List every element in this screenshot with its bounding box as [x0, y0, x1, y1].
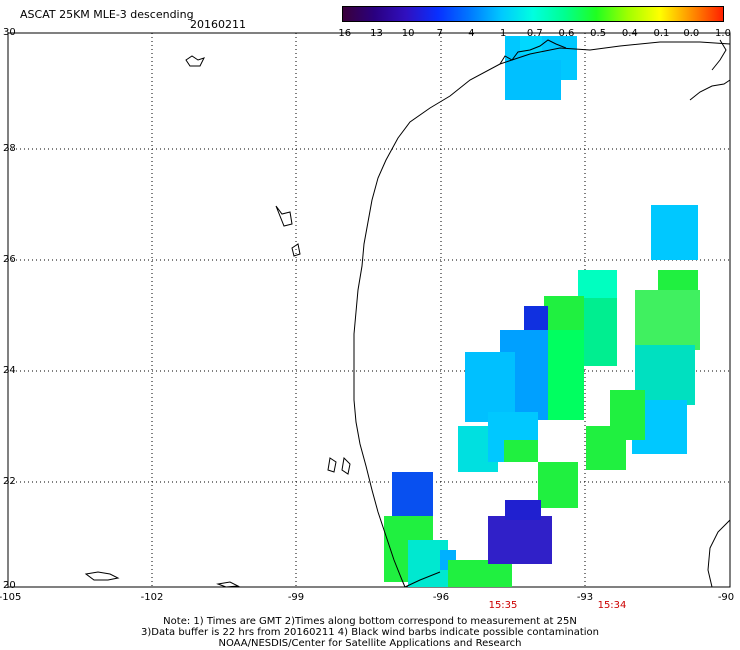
footer-note-line2: 3)Data buffer is 22 hrs from 20160211 4)…	[141, 627, 599, 638]
data-cell	[625, 390, 645, 440]
data-cell	[465, 352, 515, 422]
data-cell	[651, 205, 698, 260]
lon-label-105: -105	[0, 592, 22, 603]
lake	[291, 243, 301, 257]
lat-label-24: 24	[3, 365, 16, 376]
lat-label-22: 22	[3, 476, 16, 487]
lakes	[84, 55, 351, 588]
data-cell	[488, 516, 552, 564]
data-cell	[578, 270, 617, 298]
swath-east-top	[651, 205, 698, 260]
colorbar-gradient	[343, 7, 723, 21]
lat-label-20: 20	[3, 580, 16, 591]
swath-main	[458, 270, 640, 508]
footer-note-line3: NOAA/NESDIS/Center for Satellite Applica…	[218, 638, 522, 649]
data-cell	[520, 36, 542, 54]
lat-label-30: 30	[3, 27, 16, 38]
gulf-coast	[353, 41, 731, 588]
data-cell	[392, 472, 433, 516]
lake	[327, 457, 337, 473]
delta-coast	[711, 39, 727, 71]
swath-south	[384, 472, 552, 587]
lake	[185, 55, 205, 67]
lon-label-99: -99	[287, 592, 305, 603]
lon-label-93: -93	[576, 592, 594, 603]
coast-detail	[499, 39, 567, 65]
data-cell	[448, 560, 512, 587]
colorbar	[342, 6, 724, 22]
product-title: ASCAT 25KM MLE-3 descending	[20, 8, 194, 21]
data-cell	[504, 440, 538, 462]
lat-label-26: 26	[3, 254, 16, 265]
data-cell	[635, 290, 700, 350]
lat-label-28: 28	[3, 143, 16, 154]
time-label-east: 15:34	[597, 600, 627, 611]
product-date: 20160211	[190, 18, 246, 31]
gridlines	[8, 33, 730, 587]
lake	[216, 581, 240, 588]
lon-label-96: -96	[432, 592, 450, 603]
lon-label-102: -102	[140, 592, 164, 603]
time-label-west: 15:35	[488, 600, 518, 611]
swath-east	[625, 270, 700, 454]
lake	[275, 205, 293, 227]
yucatan-coast	[404, 571, 441, 588]
lake	[341, 456, 351, 475]
lake	[84, 571, 120, 581]
cuba-coast	[707, 519, 731, 588]
footer-note-line1: Note: 1) Times are GMT 2)Times along bot…	[163, 616, 577, 627]
data-cell	[538, 462, 578, 508]
coastline	[353, 39, 731, 588]
data-cell	[505, 500, 541, 520]
data-cell	[505, 60, 561, 100]
data-cell	[548, 330, 584, 420]
lon-label-90: -90	[717, 592, 735, 603]
louisiana-coast	[689, 79, 731, 101]
plot-frame	[7, 32, 731, 588]
